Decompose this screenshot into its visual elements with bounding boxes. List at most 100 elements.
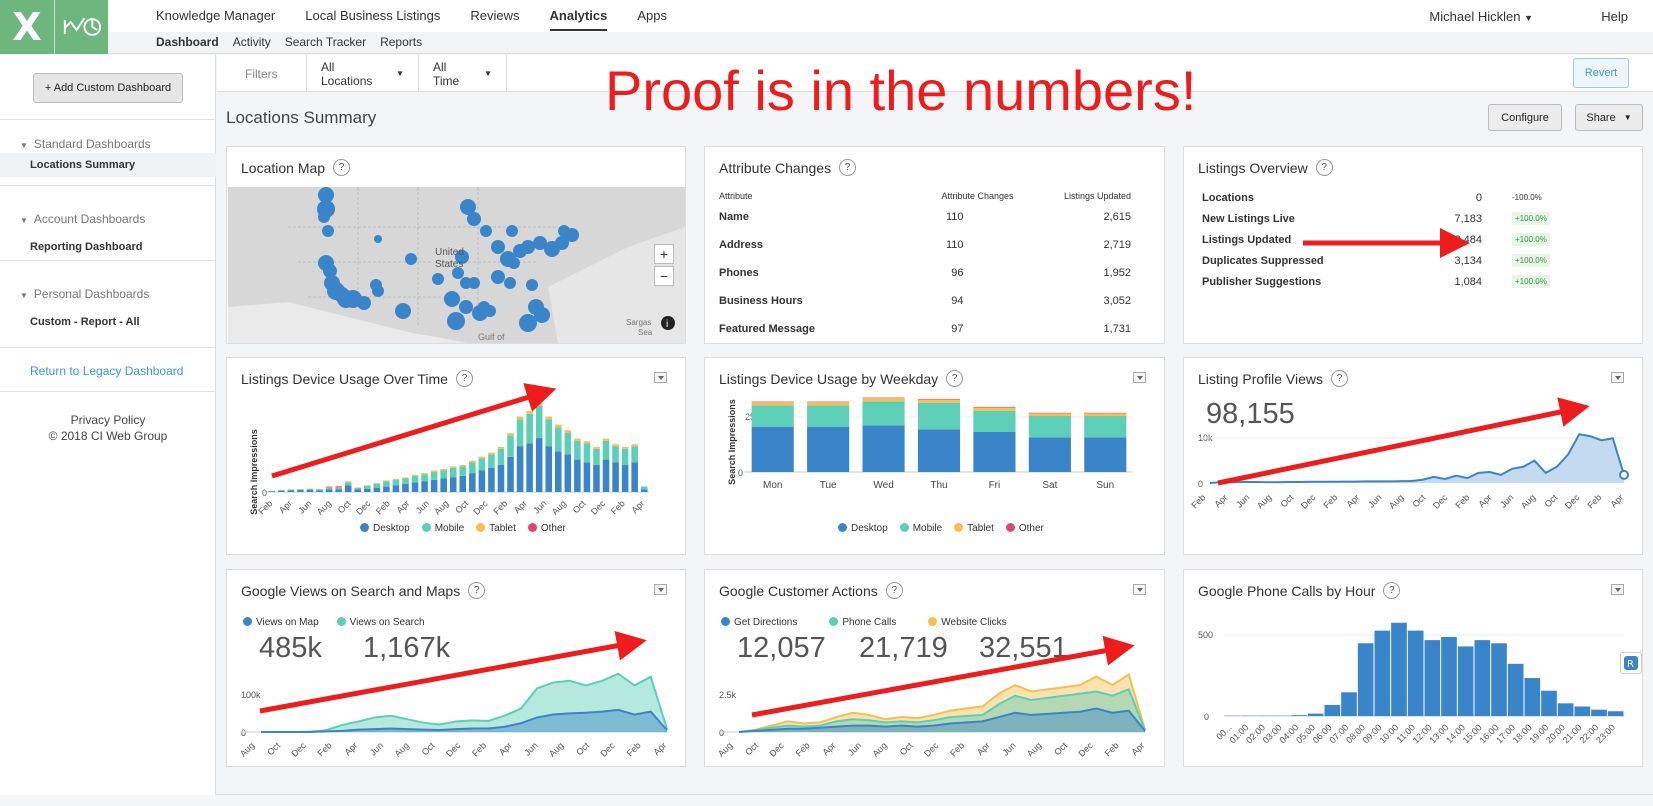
revert-button[interactable]: Revert <box>1573 58 1629 88</box>
bar-segment <box>297 489 304 491</box>
legend-item[interactable]: Mobile <box>899 523 942 534</box>
sidebar-group-personal[interactable]: ▼ Personal Dashboards <box>20 287 149 301</box>
locations-filter[interactable]: All Locations ▼ <box>307 55 419 92</box>
legend-item[interactable]: Tablet <box>476 523 516 534</box>
location-map[interactable]: United States Gulf of Sargas Sea i <box>228 187 685 343</box>
bar-segment <box>631 462 638 492</box>
sidebar-item-reporting-dashboard[interactable]: Reporting Dashboard <box>30 241 143 253</box>
help-icon[interactable]: ? <box>455 370 473 387</box>
help-icon[interactable]: ? <box>468 582 486 599</box>
share-button[interactable]: Share ▼ <box>1575 104 1643 131</box>
floating-widget-icon[interactable]: R <box>1620 652 1642 674</box>
bar-segment <box>278 490 285 492</box>
card-menu-dropdown[interactable] <box>654 584 667 595</box>
help-icon[interactable]: ? <box>946 370 964 387</box>
subnav-search-tracker[interactable]: Search Tracker <box>284 35 367 49</box>
sidebar-group-standard[interactable]: ▼ Standard Dashboards <box>20 137 151 151</box>
bar-segment <box>449 467 457 478</box>
user-menu[interactable]: Michael Hicklen ▼ <box>1429 9 1533 24</box>
bar-segment <box>917 429 961 472</box>
sidebar-group-account[interactable]: ▼ Account Dashboards <box>20 212 145 226</box>
bar-segment <box>325 487 333 490</box>
card-menu-dropdown[interactable] <box>1133 584 1146 595</box>
bar-segment <box>459 466 467 476</box>
bar <box>1574 706 1591 716</box>
x-tick-label: Apr <box>975 740 992 757</box>
card-menu-dropdown[interactable] <box>654 372 667 383</box>
zoom-in-button[interactable]: + <box>654 244 674 264</box>
help-link[interactable]: Help <box>1601 9 1628 24</box>
legend-label: Desktop <box>373 523 410 534</box>
legend-item[interactable]: Website Clicks <box>928 617 1007 628</box>
card-menu-dropdown[interactable] <box>1611 372 1624 383</box>
legend-item[interactable]: Desktop <box>838 523 888 534</box>
card-menu-dropdown[interactable] <box>1133 372 1146 383</box>
help-icon[interactable]: ? <box>333 159 351 176</box>
location-marker <box>460 199 476 215</box>
sidebar-item-locations-summary[interactable]: Locations Summary <box>30 159 136 171</box>
x-tick-label: 23:00 <box>1594 722 1617 745</box>
legend-swatch <box>476 523 486 532</box>
filter-bar: Filters All Locations ▼ All Time ▼ <box>217 55 1653 92</box>
bar-segment <box>574 440 581 460</box>
table-cell: 1,084 <box>1454 275 1482 288</box>
legend-label: Tablet <box>967 523 994 534</box>
legend-item[interactable]: Other <box>527 523 566 534</box>
card-menu-dropdown[interactable] <box>1611 584 1624 595</box>
x-tick-label: Aug <box>393 740 411 758</box>
x-tick-label: Aug <box>1387 492 1405 510</box>
x-tick-label: Oct <box>1410 492 1427 509</box>
subnav-activity[interactable]: Activity <box>232 35 271 49</box>
app-logo[interactable]: X <box>0 0 108 54</box>
legend-item[interactable]: Other <box>1005 523 1044 534</box>
help-icon[interactable]: ? <box>1383 582 1401 599</box>
x-tick-label: Apr <box>629 498 646 515</box>
privacy-policy-link[interactable]: Privacy Policy <box>70 413 146 427</box>
bar-segment <box>497 446 505 449</box>
subnav-reports[interactable]: Reports <box>380 35 423 49</box>
table-cell: New Listings Live <box>1202 212 1295 225</box>
x-tick-label: Dec <box>1299 492 1318 511</box>
help-icon[interactable]: ? <box>885 582 903 599</box>
phone-calls-by-hour-card: Google Phone Calls by Hour? 500 0 00... 01:… <box>1183 569 1643 767</box>
chart-legend: Desktop Mobile Tablet Other <box>360 523 566 534</box>
map-label-sea: Sea <box>638 328 653 337</box>
help-icon[interactable]: ? <box>1331 370 1349 387</box>
configure-button[interactable]: Configure <box>1488 104 1562 131</box>
info-icon[interactable] <box>661 316 675 330</box>
legend-swatch <box>243 617 252 626</box>
nav-reviews[interactable]: Reviews <box>470 8 520 23</box>
time-filter[interactable]: All Time ▼ <box>419 55 507 92</box>
x-tick-label: Wed <box>873 480 893 491</box>
nav-apps[interactable]: Apps <box>637 8 667 23</box>
y-tick-label: 0 <box>262 488 267 498</box>
add-custom-dashboard-button[interactable]: + Add Custom Dashboard <box>33 73 183 103</box>
y-tick-label: 0 <box>1198 479 1203 489</box>
sidebar-item-custom-report[interactable]: Custom - Report - All <box>30 316 140 328</box>
zoom-out-button[interactable]: − <box>654 266 674 286</box>
legend-item[interactable]: Views on Search <box>336 617 425 628</box>
bar <box>1474 640 1491 716</box>
legend-item[interactable]: Desktop <box>360 523 410 534</box>
bar-segment <box>411 482 419 492</box>
map-label-us: United <box>435 247 464 258</box>
nav-analytics[interactable]: Analytics <box>549 8 608 31</box>
subnav-dashboard[interactable]: Dashboard <box>156 35 219 49</box>
legend-item[interactable]: Tablet <box>954 523 994 534</box>
table-cell: 110 <box>945 239 964 251</box>
return-to-legacy-link[interactable]: Return to Legacy Dashboard <box>30 364 184 378</box>
legend-item[interactable]: Mobile <box>421 523 464 534</box>
legend-item[interactable]: Get Directions <box>721 617 797 628</box>
nav-knowledge-manager[interactable]: Knowledge Manager <box>156 8 276 23</box>
bar-segment <box>545 416 552 420</box>
help-icon[interactable]: ? <box>839 159 857 176</box>
location-marker <box>444 291 460 307</box>
location-marker <box>480 225 492 237</box>
location-marker <box>318 187 334 203</box>
table-row: Name 110 2,615 <box>719 203 1131 231</box>
legend-item[interactable]: Phone Calls <box>829 617 896 628</box>
nav-local-business-listings[interactable]: Local Business Listings <box>305 8 441 23</box>
help-icon[interactable]: ? <box>1315 159 1333 176</box>
x-tick-label: Apr <box>1212 492 1229 509</box>
legend-item[interactable]: Views on Map <box>243 617 319 628</box>
